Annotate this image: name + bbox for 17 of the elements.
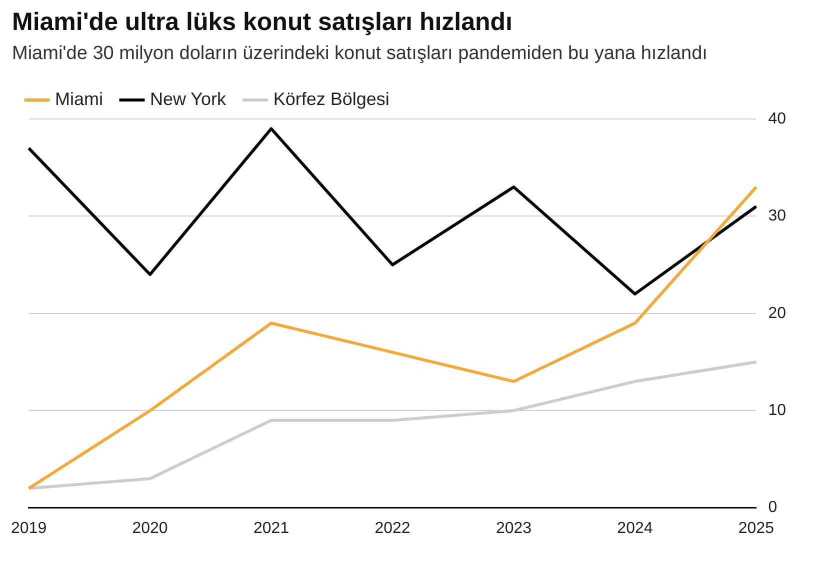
x-tick-label: 2025 [738,520,774,537]
x-tick-label: 2024 [617,520,653,537]
chart-title: Miami'de ultra lüks konut satışları hızlandı [12,8,514,37]
y-tick-label: 0 [768,499,778,516]
y-tick-label: 20 [768,304,786,322]
y-tick-label: 10 [768,402,786,420]
x-tick-label: 2020 [132,520,168,537]
y-tick-label: 40 [768,110,786,128]
legend-label: Körfez Bölgesi [273,88,390,109]
chart-subtitle: Miami'de 30 milyon doların üzerindeki konut satışları pandemiden bu yana hızlandı [12,43,708,65]
x-tick-label: 2023 [496,520,532,537]
legend-label: Miami [55,88,103,109]
x-tick-label: 2022 [374,520,410,537]
x-tick-label: 2021 [253,520,290,537]
x-tick-label: 2019 [11,520,47,537]
y-tick-label: 30 [768,208,786,225]
legend-label: New York [150,88,228,109]
